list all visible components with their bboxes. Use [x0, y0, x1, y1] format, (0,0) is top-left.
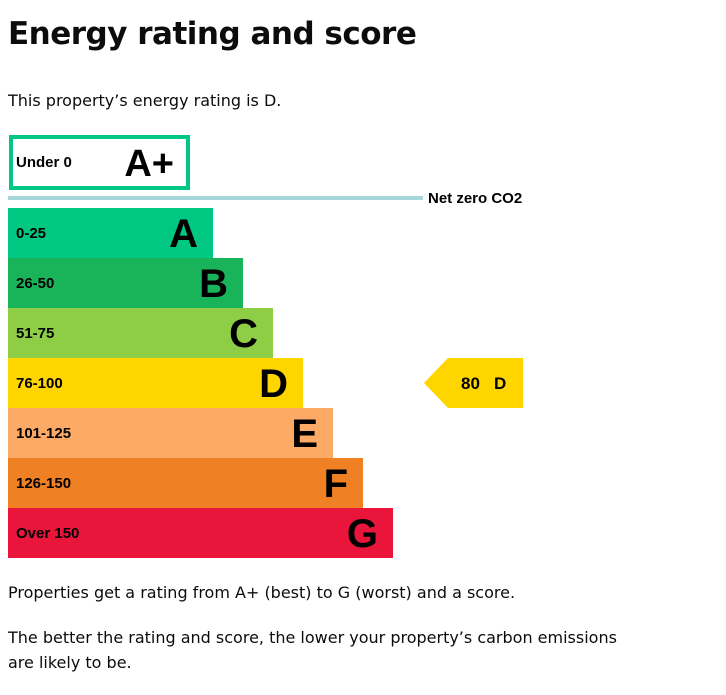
- band-b-range: 26-50: [16, 275, 54, 292]
- band-f-range: 126-150: [16, 475, 71, 492]
- band-e-letter: E: [291, 412, 318, 456]
- band-a-plus-range: Under 0: [16, 154, 72, 171]
- energy-rating-chart: Under 0 A+ 0-25 A 26-50 B 51-75 C 76-100 D 101-125…: [8, 135, 523, 558]
- band-d-range: 76-100: [16, 375, 63, 392]
- band-a: [8, 208, 213, 258]
- net-zero-label: Net zero CO2: [428, 190, 522, 207]
- band-c-letter: C: [229, 312, 258, 356]
- band-a-plus-letter: A+: [124, 143, 174, 185]
- current-rating-arrow: [424, 358, 523, 408]
- band-b-letter: B: [199, 262, 228, 306]
- band-f-letter: F: [324, 462, 348, 506]
- page-title: Energy rating and score: [8, 16, 417, 52]
- band-c: [8, 308, 273, 358]
- band-a-plus: [9, 135, 190, 190]
- band-e: [8, 408, 333, 458]
- band-g-range: Over 150: [16, 525, 79, 542]
- energy-rating-summary: This property’s energy rating is D.: [8, 91, 282, 110]
- band-b: [8, 258, 243, 308]
- net-zero-line: [8, 196, 423, 200]
- current-score-value: 80: [461, 374, 480, 393]
- band-g: [8, 508, 393, 558]
- band-f: [8, 458, 363, 508]
- band-c-range: 51-75: [16, 325, 54, 342]
- carbon-emissions-explanation: The better the rating and score, the low…: [8, 628, 617, 672]
- band-e-range: 101-125: [16, 425, 71, 442]
- band-a-range: 0-25: [16, 225, 46, 242]
- band-d-letter: D: [259, 362, 288, 406]
- band-d: [8, 358, 303, 408]
- current-rating-letter: D: [494, 374, 506, 393]
- band-g-letter: G: [347, 512, 378, 556]
- rating-explanation: Properties get a rating from A+ (best) t…: [8, 583, 516, 602]
- band-a-letter: A: [169, 212, 198, 256]
